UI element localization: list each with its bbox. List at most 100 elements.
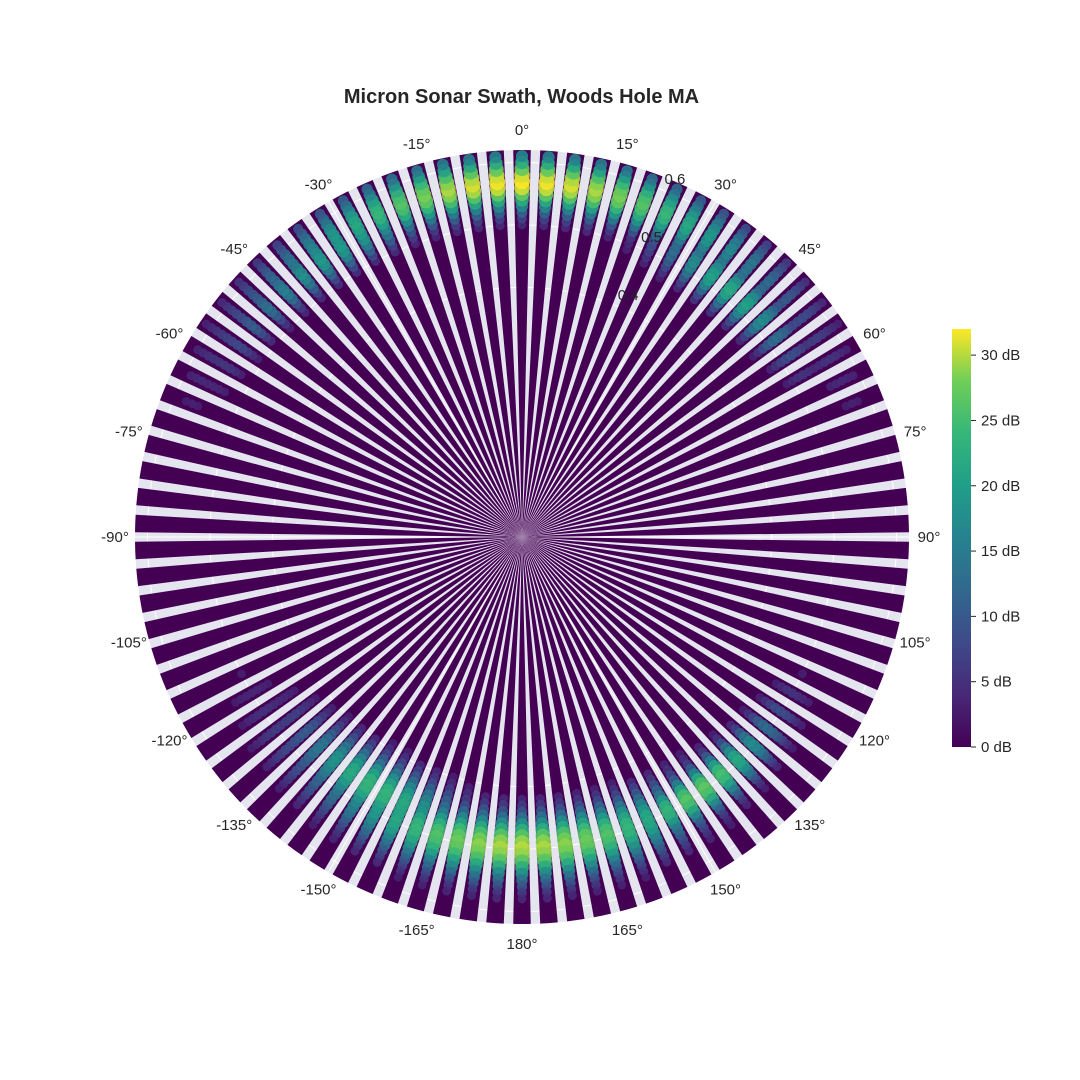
angular-tick-label: -30° xyxy=(305,177,333,194)
beam-wedge xyxy=(135,537,523,560)
radial-tick-labels: 0.4 0.5 0.6 xyxy=(618,171,686,304)
return-marker xyxy=(517,894,527,904)
beam-wedge xyxy=(522,537,908,587)
beam-wedge xyxy=(139,537,522,613)
return-marker xyxy=(262,762,272,772)
chart-title: Micron Sonar Swath, Woods Hole MA xyxy=(343,86,700,108)
angular-tick-label: -45° xyxy=(220,241,248,258)
return-marker xyxy=(274,784,284,793)
return-marker xyxy=(201,319,211,329)
angular-tick-labels: 0° 15° 30° 45° 60° 75° 90° 105° 120° 135° 150° 165°… xyxy=(101,122,940,953)
angular-tick-label: -165° xyxy=(399,922,435,939)
colorbar-tick-label: 25 dB xyxy=(981,412,1020,429)
beam-wedge xyxy=(522,537,893,665)
return-marker xyxy=(742,800,752,810)
angular-tick-label: 90° xyxy=(918,529,941,546)
return-marker xyxy=(186,371,196,381)
return-marker xyxy=(817,298,827,308)
return-marker xyxy=(621,165,633,177)
return-marker xyxy=(237,669,246,679)
return-marker xyxy=(393,872,403,882)
return-marker xyxy=(231,698,240,707)
radial-tick-label: 0.4 xyxy=(618,287,639,304)
beam-wedge xyxy=(151,537,522,665)
colorbar-tick-label: 0 dB xyxy=(981,739,1012,756)
beam-wedge xyxy=(332,191,522,538)
beam-wedge xyxy=(522,156,612,537)
beam-wedge xyxy=(522,170,663,537)
return-marker xyxy=(760,784,770,793)
return-marker xyxy=(247,744,256,753)
beam-wedge xyxy=(144,434,522,537)
return-marker xyxy=(848,371,858,381)
return-marker xyxy=(569,153,581,166)
return-marker xyxy=(718,208,730,220)
radial-tick-label: 0.6 xyxy=(665,171,686,188)
return-marker xyxy=(646,173,658,185)
return-marker xyxy=(308,820,318,830)
return-marker xyxy=(592,886,602,896)
return-marker xyxy=(181,397,191,406)
angular-tick-label: -60° xyxy=(156,326,184,343)
beam-wedge xyxy=(522,537,874,715)
beam-wedge xyxy=(522,150,558,537)
angular-tick-label: 105° xyxy=(900,634,931,651)
return-marker xyxy=(684,846,694,856)
return-marker xyxy=(350,846,360,856)
beam-wedge xyxy=(170,537,522,715)
return-marker xyxy=(726,820,736,830)
beam-wedge xyxy=(159,537,522,691)
angular-gridline xyxy=(521,201,716,538)
return-marker xyxy=(542,151,555,164)
return-marker xyxy=(515,150,529,163)
return-marker xyxy=(761,240,772,251)
return-marker xyxy=(411,165,423,177)
angular-tick-label: 60° xyxy=(863,326,886,343)
angular-tick-label: -105° xyxy=(111,634,147,651)
colorbar-gradient xyxy=(952,329,971,747)
return-marker xyxy=(467,891,477,900)
return-marker xyxy=(386,173,398,185)
return-marker xyxy=(662,857,672,867)
angular-tick-label: 75° xyxy=(904,424,927,441)
beam-wedge xyxy=(432,156,522,537)
beam-wedge xyxy=(406,162,522,538)
beam-wedge xyxy=(151,409,522,537)
return-marker xyxy=(671,183,683,195)
beam-wedge xyxy=(522,461,905,537)
beam-wedge xyxy=(522,514,909,537)
return-marker xyxy=(841,345,851,355)
return-marker xyxy=(217,298,227,308)
beam-wedge xyxy=(144,537,522,640)
beam-wedge xyxy=(246,252,523,537)
angular-tick-label: 120° xyxy=(859,733,890,750)
return-marker xyxy=(492,893,502,903)
return-marker xyxy=(788,744,797,753)
colorbar: 0 dB 5 dB 10 dB 15 dB 20 dB 25 dB 30 dB xyxy=(952,329,1020,756)
return-marker xyxy=(238,721,248,730)
return-marker xyxy=(272,240,283,251)
angular-tick-label: -75° xyxy=(115,424,143,441)
angular-tick-label: -135° xyxy=(216,817,252,834)
return-marker xyxy=(361,183,373,195)
return-marker xyxy=(833,319,843,329)
return-marker xyxy=(804,698,813,707)
beam-wedge xyxy=(522,537,885,691)
beam-wedge xyxy=(522,162,638,538)
radial-tick-label: 0.5 xyxy=(641,229,662,246)
colorbar-tick-label: 10 dB xyxy=(981,608,1020,625)
return-marker xyxy=(798,669,807,679)
return-marker xyxy=(853,397,863,406)
return-marker xyxy=(329,834,338,844)
angular-tick-label: -150° xyxy=(300,881,336,898)
beam-wedge xyxy=(139,461,522,537)
beam-wedge xyxy=(381,170,522,537)
angular-tick-label: -120° xyxy=(152,733,188,750)
return-marker xyxy=(641,872,651,882)
beam-wedge xyxy=(356,179,522,537)
beam-wedge xyxy=(136,537,522,587)
beam-wedge xyxy=(228,271,523,537)
return-marker xyxy=(781,258,792,268)
beam-wedge xyxy=(522,537,900,640)
angular-tick-label: -90° xyxy=(101,529,129,546)
